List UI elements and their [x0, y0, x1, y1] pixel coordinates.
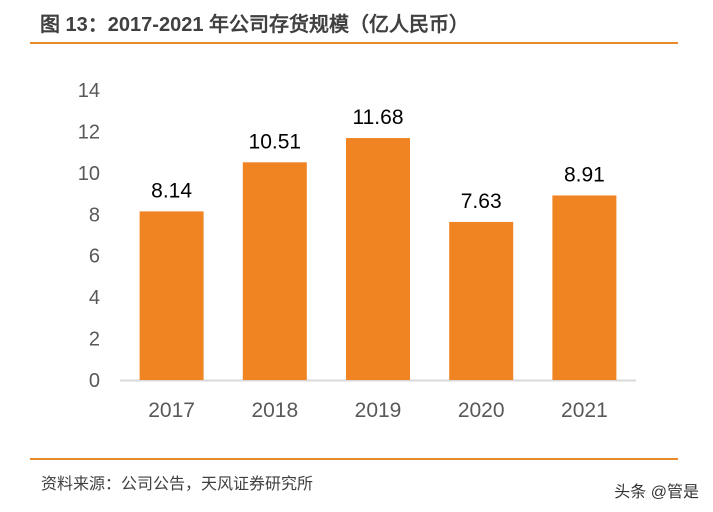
bar-2019 [346, 138, 410, 380]
bar-2020 [449, 221, 514, 380]
y-tick-label: 10 [78, 163, 100, 185]
y-tick-label: 8 [89, 204, 100, 226]
source-note: 资料来源：公司公告，天风证券研究所 [41, 476, 314, 493]
x-tick-label-2018: 2018 [251, 399, 298, 422]
source-divider [30, 458, 678, 460]
x-tick-label-2017: 2017 [148, 399, 195, 422]
x-tick-label-2019: 2019 [355, 399, 402, 422]
y-tick-label: 2 [89, 329, 100, 351]
value-label-2021: 8.91 [564, 163, 605, 186]
value-label-2019: 11.68 [353, 106, 404, 129]
bar-2021 [552, 195, 617, 380]
y-tick-label: 6 [89, 246, 100, 268]
y-axis-ticks: 0 2 4 6 8 10 12 14 [78, 80, 100, 392]
value-label-2018: 10.51 [249, 130, 302, 153]
figure-title: 图 13：2017-2021 年公司存货规模（亿人民币） [40, 14, 470, 36]
value-labels: 8.14 10.51 11.68 7.63 8.91 [151, 106, 605, 213]
x-tick-label-2021: 2021 [561, 399, 608, 422]
bar-2017 [139, 211, 204, 380]
y-tick-label: 4 [89, 287, 100, 309]
y-tick-label: 14 [78, 80, 100, 102]
y-tick-label: 0 [89, 370, 100, 392]
x-axis-ticks: 2017 2018 2019 2020 2021 [148, 399, 608, 422]
y-tick-label: 12 [78, 121, 100, 143]
x-tick-label-2020: 2020 [458, 399, 505, 422]
value-label-2020: 7.63 [461, 190, 502, 213]
bars [139, 138, 617, 380]
watermark: 头条 @管是 [614, 484, 699, 501]
bar-2018 [242, 162, 307, 380]
value-label-2017: 8.14 [151, 179, 192, 202]
title-divider [30, 42, 678, 44]
